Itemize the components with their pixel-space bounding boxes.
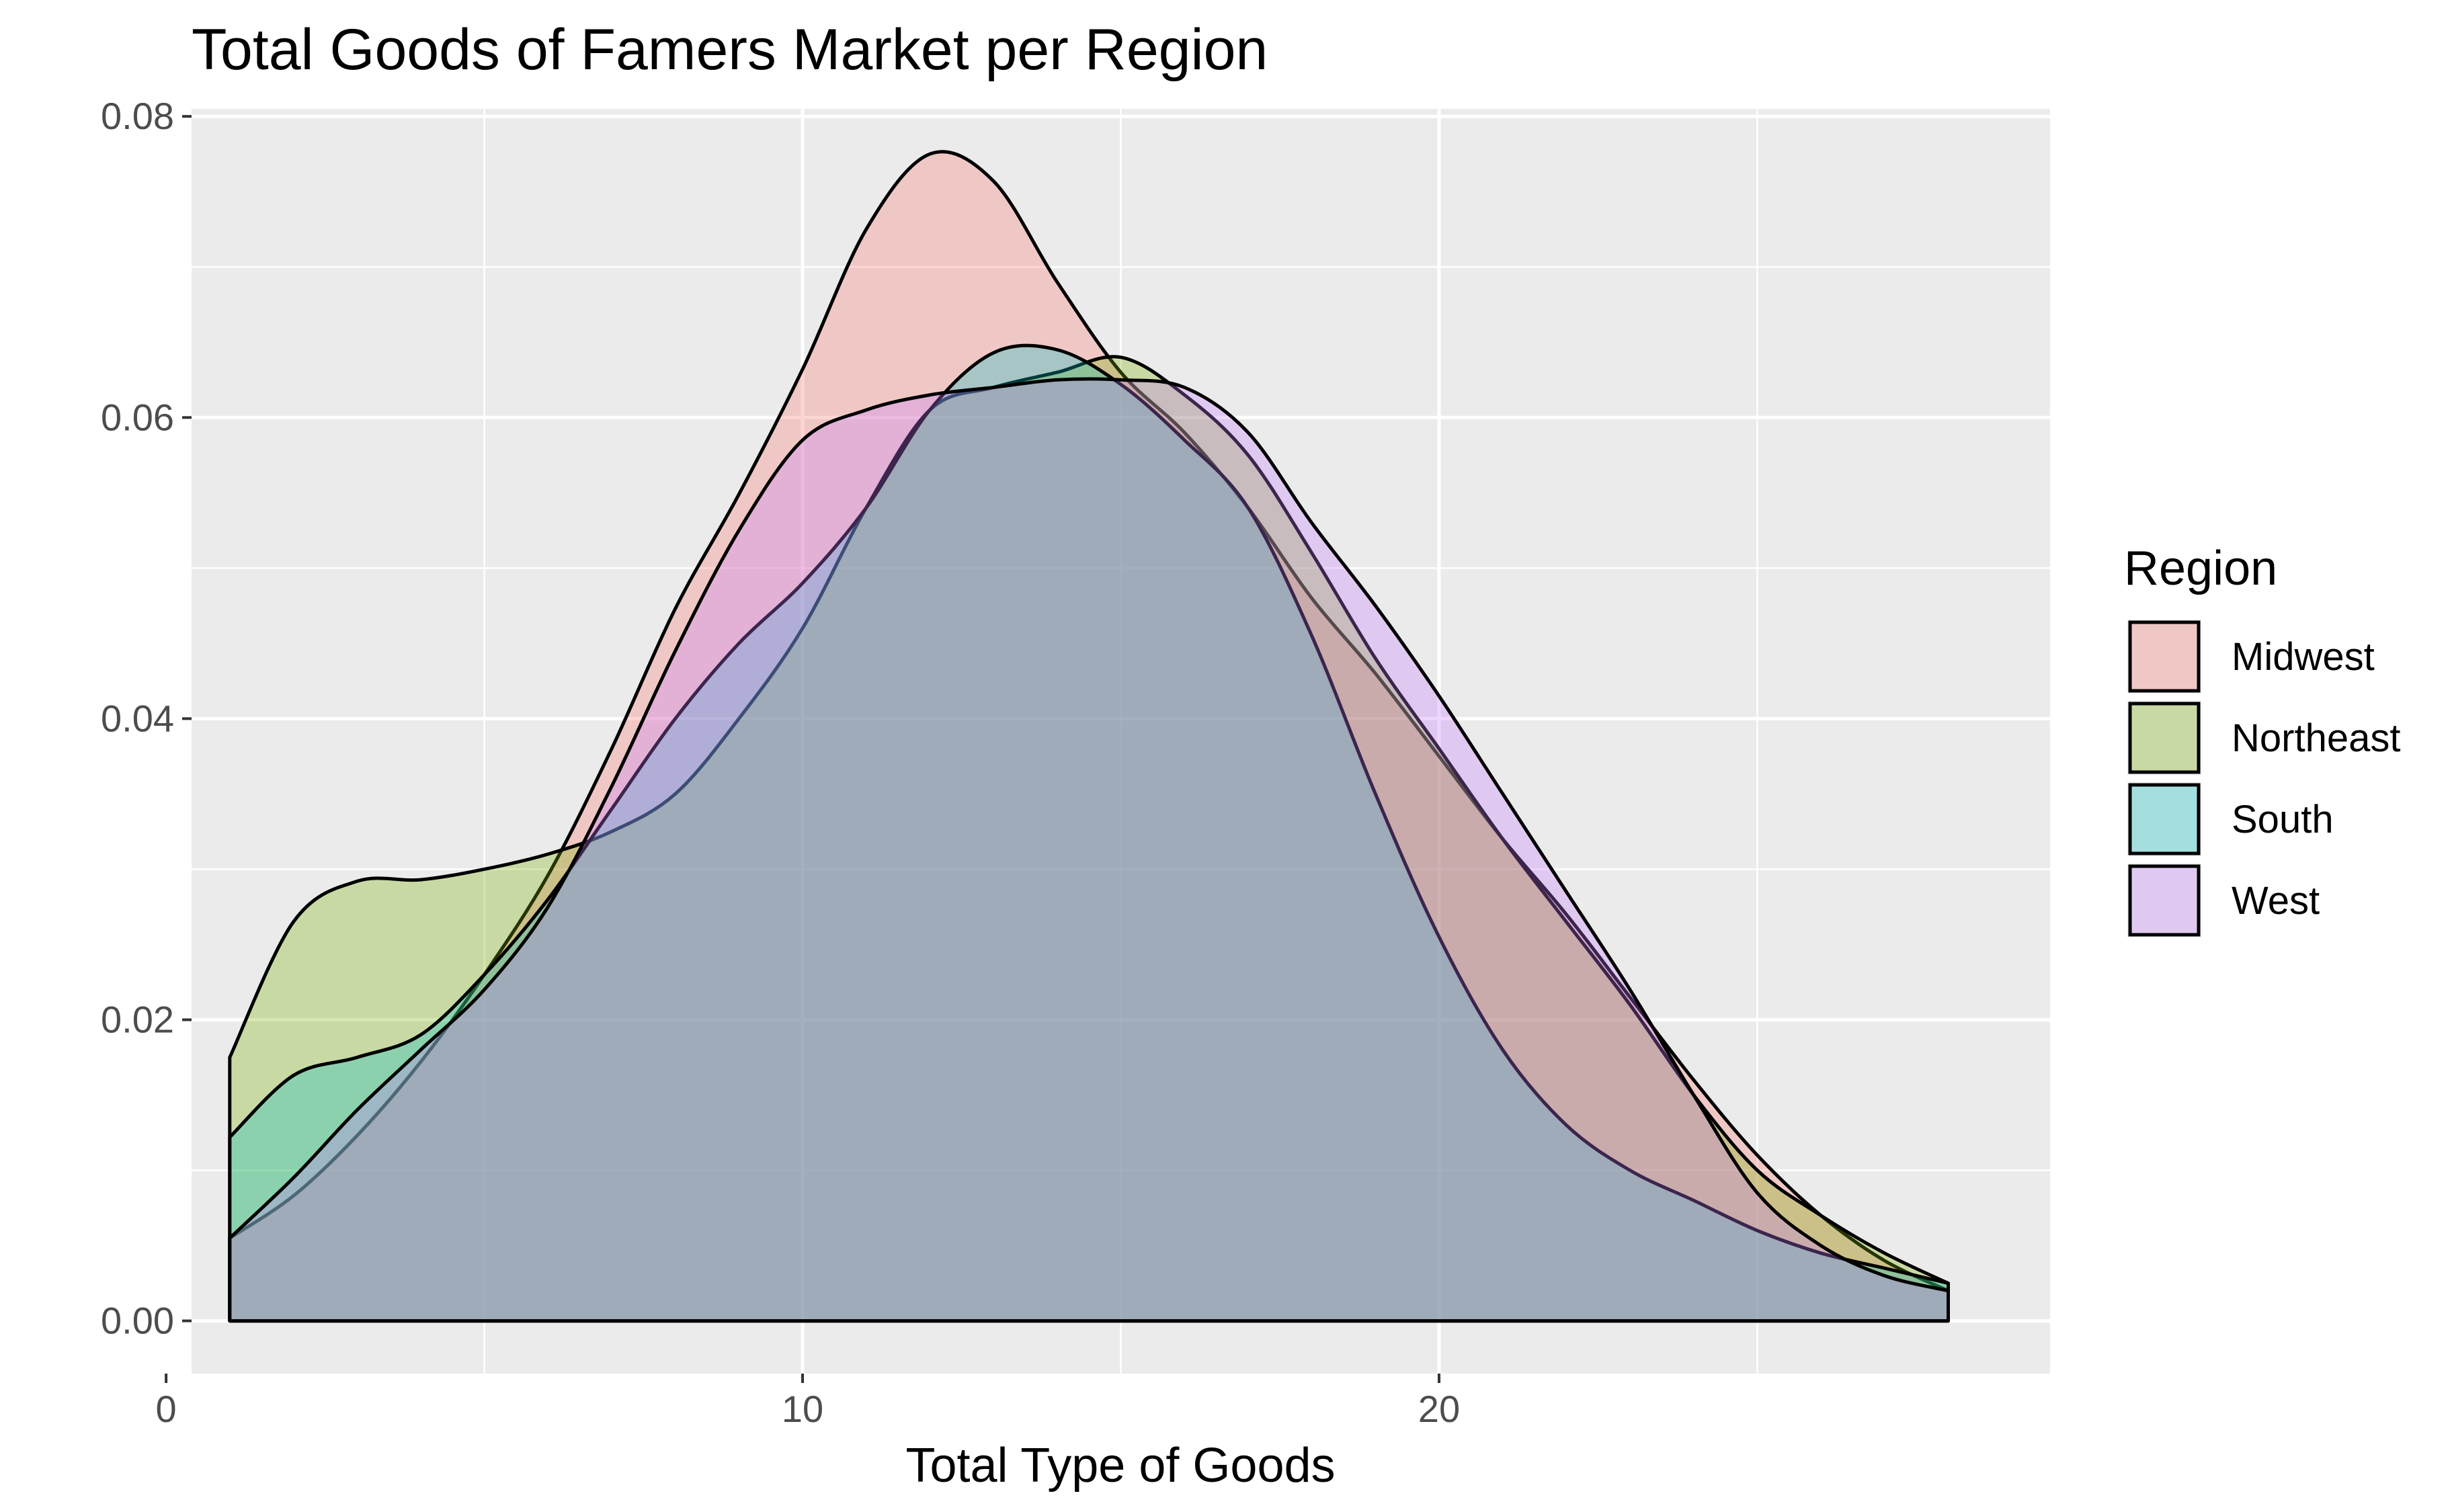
y-tick-label: 0.08	[101, 95, 174, 137]
density-area-south	[228, 343, 1950, 1323]
legend-label-northeast: Northeast	[2232, 716, 2400, 760]
legend-key-background	[2127, 620, 2201, 694]
legend-title: Region	[2124, 542, 2277, 595]
legend-key-midwest	[2128, 620, 2201, 693]
density-area-west	[228, 377, 1950, 1323]
legend-key-northeast	[2128, 702, 2201, 774]
legend-label-midwest: Midwest	[2232, 635, 2375, 679]
legend-key-south	[2128, 783, 2201, 855]
axes: 0.00 0.02 0.04 0.06 0.08 0 10 20	[101, 95, 1460, 1430]
x-tick-label: 0	[156, 1388, 177, 1430]
y-tick-label: 0.00	[101, 1300, 174, 1342]
legend: Region Midwest Northeast South West	[2124, 542, 2400, 937]
x-tick-label: 20	[1418, 1388, 1460, 1430]
legend-label-south: South	[2232, 798, 2334, 841]
density-area-northeast	[228, 355, 1950, 1323]
legend-label-west: West	[2232, 879, 2320, 923]
density-area-midwest	[228, 150, 1950, 1323]
chart-title: Total Goods of Famers Market per Region	[192, 17, 1268, 82]
y-tick-label: 0.06	[101, 396, 174, 438]
legend-key-background	[2127, 701, 2201, 775]
x-tick-label: 10	[782, 1388, 823, 1430]
legend-key-west	[2128, 864, 2201, 937]
legend-key-background	[2127, 864, 2201, 937]
y-tick-label: 0.02	[101, 998, 174, 1040]
y-tick-label: 0.04	[101, 697, 174, 739]
legend-key-background	[2127, 782, 2201, 856]
x-axis-title: Total Type of Goods	[905, 1439, 1335, 1493]
density-areas	[228, 150, 1950, 1323]
